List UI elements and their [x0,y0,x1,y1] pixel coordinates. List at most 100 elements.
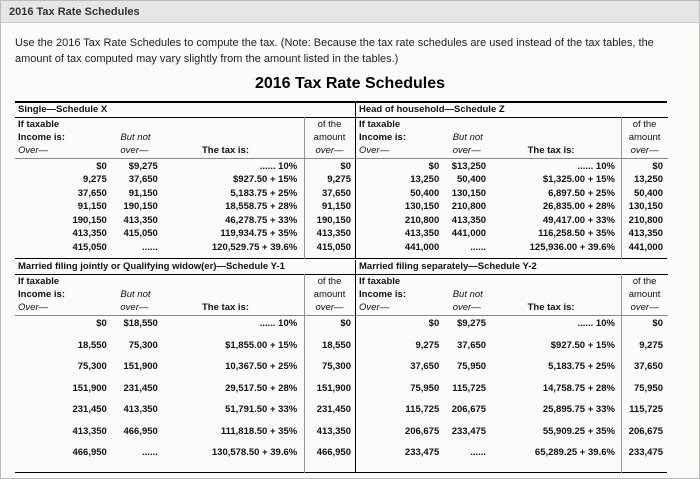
cell-over: 466,950 [72,447,107,459]
header-label: over— [630,302,659,313]
cell-over: $0 [96,161,107,172]
cell-amount-over: 13,250 [633,174,663,186]
column-divider [621,274,623,473]
cell-amount-over: 50,400 [633,187,663,199]
cell-over: 413,350 [404,228,440,240]
cell-but-not-over: $9,275 [128,161,158,172]
divider [15,274,355,275]
header-label: Income is: [359,132,406,143]
header-label: But not [120,289,151,300]
header-label: Over— [18,145,49,156]
schedule: Single—Schedule X If taxable Income is: Ove… [15,103,355,259]
cell-but-not-over: $9,275 [456,318,487,329]
divider [15,158,355,159]
cell-but-not-over: 441,000 [451,228,487,240]
cell-over: 37,650 [410,361,440,373]
cell-tax: 119,934.75 + 35% [220,228,298,240]
cell-amount-over: 441,000 [628,241,663,253]
cell-over: 18,550 [77,339,107,351]
cell-but-not-over: 190,150 [123,201,158,213]
cell-over: 75,300 [77,361,107,373]
cell-amount-over: 91,150 [321,201,351,213]
cell-tax: 18,558.75 + 28% [225,201,298,213]
cell-tax: $927.50 + 15% [550,339,615,351]
cell-over: 9,275 [415,339,440,351]
schedule-title: Married filing jointly or Qualifying wid… [18,261,285,272]
cell-over: 413,350 [72,228,107,240]
cell-amount-over: 75,300 [321,361,351,373]
cell-amount-over: 233,475 [628,447,663,459]
cell-amount-over: 75,950 [633,382,663,394]
cell-but-not-over: ...... [470,447,487,459]
cell-over: 206,675 [404,425,440,437]
header-label: over— [630,145,659,156]
cell-but-not-over: 151,900 [123,361,158,373]
cell-but-not-over: 413,350 [123,214,158,226]
cell-but-not-over: ...... [141,241,158,253]
cell-tax: 116,258.50 + 35% [538,228,615,240]
cell-amount-over: $0 [340,161,351,172]
table-title: 2016 Tax Rate Schedules [254,75,446,92]
cell-over: $0 [428,161,440,172]
cell-over: 9,275 [83,174,107,186]
cell-amount-over: 413,350 [316,425,351,437]
header-label: amount [628,289,661,300]
cell-over: 233,475 [404,447,440,459]
cell-tax: $1,855.00 + 15% [225,339,298,351]
column-divider [304,274,305,473]
schedule: Married filing jointly or Qualifying wid… [15,260,355,473]
cell-but-not-over: 75,950 [456,361,487,373]
cell-over: 91,150 [77,201,107,213]
cell-amount-over: 466,950 [316,447,351,459]
cell-but-not-over: $18,550 [123,318,158,329]
header-label: If taxable [359,276,401,287]
header-label: over— [120,302,149,313]
cell-amount-over: 190,150 [316,214,351,226]
header-label: of the [317,276,342,287]
cell-but-not-over: 37,650 [456,339,487,351]
cell-tax: 120,529.75 + 39.6% [211,241,298,253]
cell-tax: 6,897.50 + 25% [548,187,615,199]
header-label: over— [315,302,344,313]
cell-tax: 5,183.75 + 25% [548,361,615,373]
schedules-table: Single—Schedule X If taxable Income is: Ove… [15,101,668,473]
schedule-title: Married filing separately—Schedule Y-2 [359,261,537,272]
cell-but-not-over: 210,800 [451,201,487,213]
cell-but-not-over: 115,725 [452,382,487,394]
cell-tax: $1,325.00 + 15% [542,174,615,186]
cell-but-not-over: 37,650 [128,174,158,186]
cell-over: $0 [428,318,440,329]
cell-over: 231,450 [72,404,107,416]
divider [356,117,668,118]
cell-amount-over: $0 [652,161,663,172]
cell-but-not-over: 231,450 [123,382,158,394]
divider [356,274,668,275]
cell-over: 50,400 [410,187,440,199]
cell-but-not-over: 413,350 [451,214,487,226]
cell-over: 37,650 [77,187,107,199]
cell-but-not-over: 233,475 [451,425,487,437]
header-label: Income is: [359,289,406,300]
cell-tax: 51,791.50 + 33% [225,404,298,416]
header-label: The tax is: [202,302,249,313]
header-label: Over— [18,302,49,313]
cell-tax: 130,578.50 + 39.6% [211,447,298,459]
cell-tax: 14,758.75 + 28% [542,382,615,394]
cell-tax: 125,936.00 + 39.6% [529,241,615,253]
cell-but-not-over: 415,050 [123,228,158,240]
cell-tax: ...... 10% [259,318,298,329]
column-divider [304,117,305,259]
cell-over: 190,150 [72,214,107,226]
cell-tax: 55,909.25 + 35% [542,425,615,437]
header-label: Income is: [18,132,65,143]
cell-but-not-over: 130,150 [451,187,487,199]
cell-tax: 65,289.25 + 39.6% [534,447,615,459]
header-label: of the [632,119,657,130]
cell-over: 413,350 [72,425,107,437]
cell-amount-over: 37,650 [321,187,351,199]
header-label: amount [313,289,346,300]
cell-tax: 49,417.00 + 33% [542,214,615,226]
cell-over: 151,900 [72,382,107,394]
cell-but-not-over: $13,250 [451,161,487,172]
